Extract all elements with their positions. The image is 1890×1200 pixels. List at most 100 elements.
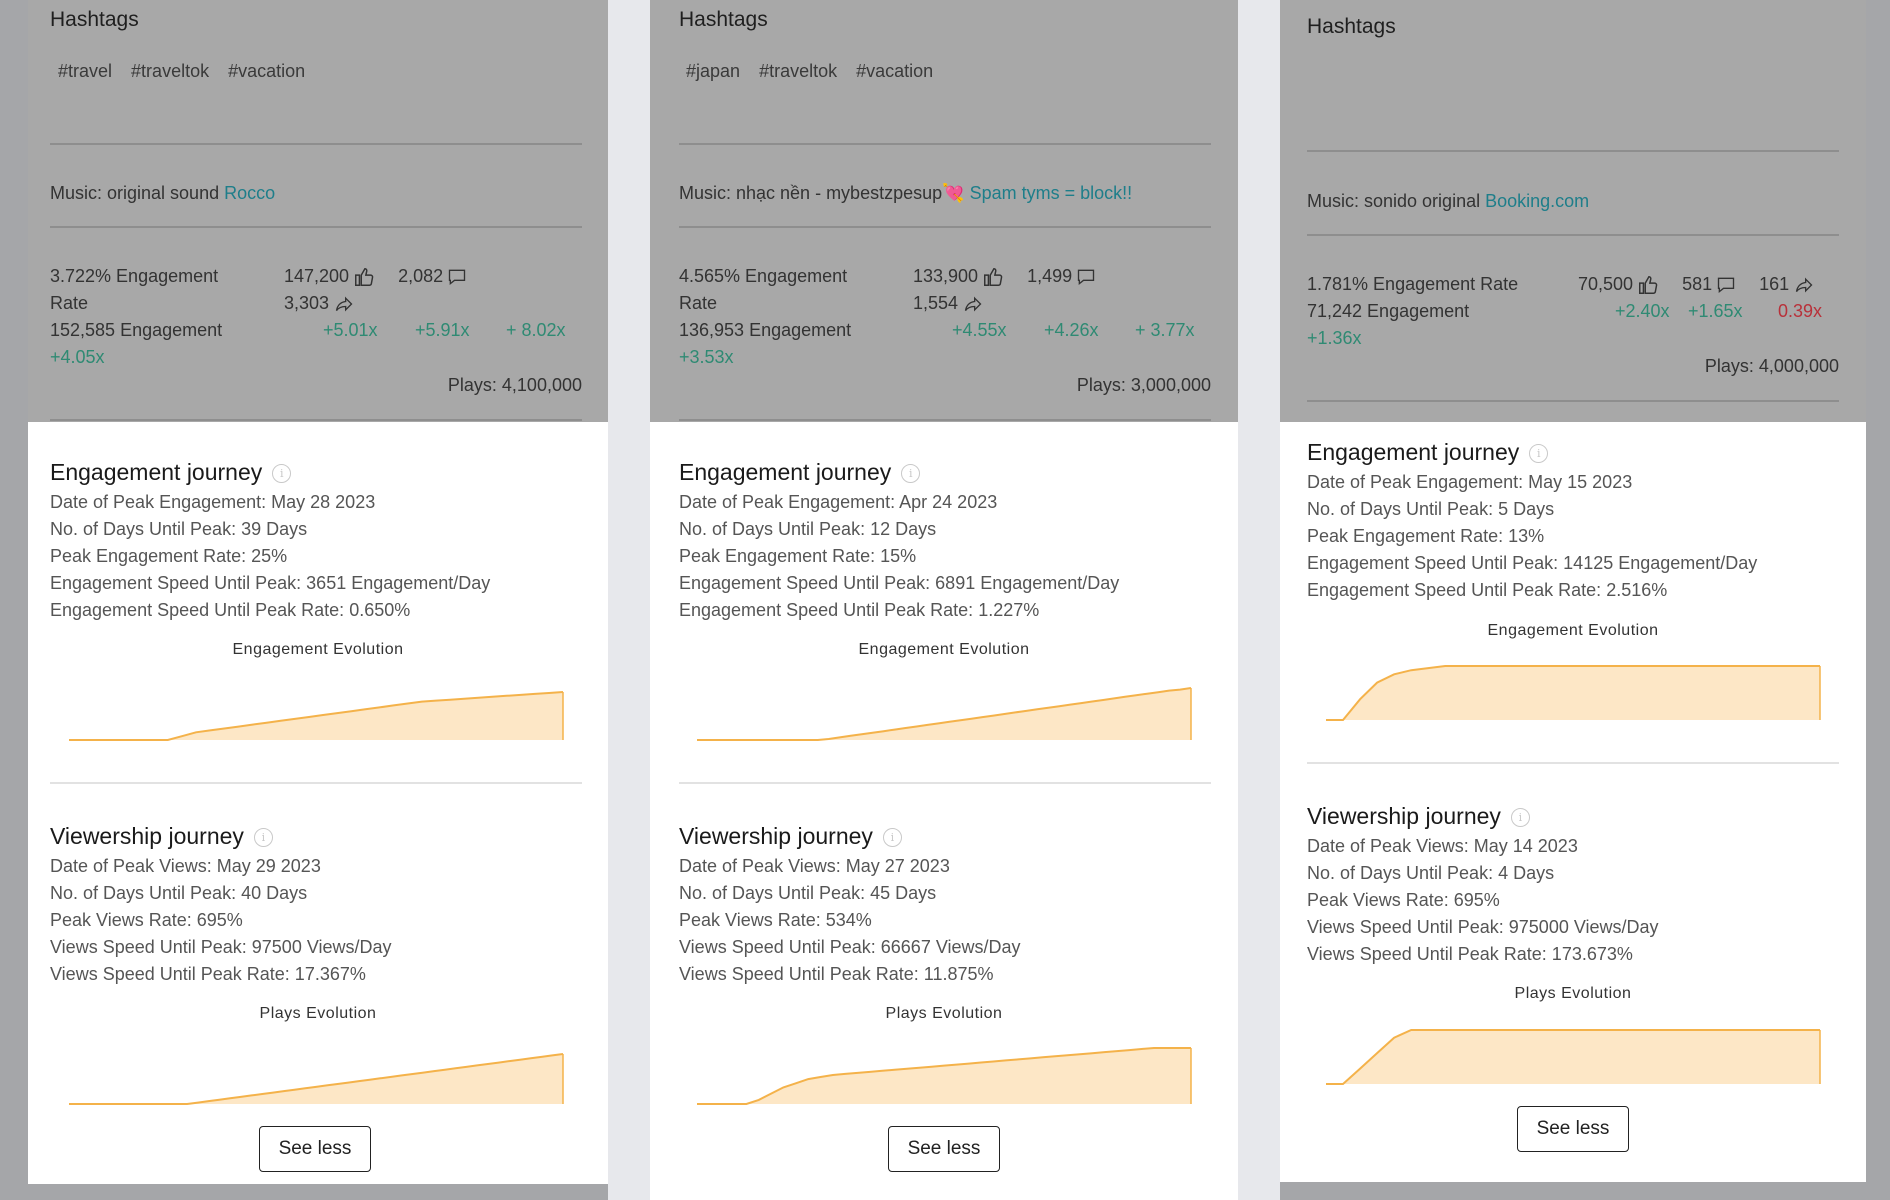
info-icon[interactable]: i	[1510, 808, 1530, 828]
hashtag-list: #japan #traveltok #vacation	[686, 61, 947, 82]
peak-engagement-date: Date of Peak Engagement: May 28 2023	[50, 492, 376, 512]
engagement-evolution-chart	[69, 691, 564, 741]
card-3: Hashtags Music: sonido original Booking.…	[1280, 0, 1866, 1200]
card-1: Hashtags #travel #traveltok #vacation Mu…	[28, 0, 608, 1200]
shares-multiplier: 0.39x	[1778, 301, 1823, 321]
engagement-speed: Engagement Speed Until Peak: 14125 Engag…	[1307, 553, 1758, 573]
engagement-speed-rate: Engagement Speed Until Peak Rate: 0.650%	[50, 600, 411, 620]
divider	[679, 419, 1211, 421]
plays-chart-title: Plays Evolution	[259, 1005, 377, 1022]
chart-area	[697, 688, 1191, 740]
music-line: Music: nhạc nền - mybestzpesup💘 Spam tym…	[679, 183, 1132, 204]
share-icon	[1796, 277, 1813, 293]
likes-count: 147,200	[284, 266, 350, 286]
viewership-journey-title: Viewership journey i	[679, 823, 902, 850]
plays-evolution-chart	[69, 1053, 564, 1105]
chart-area	[1326, 666, 1820, 720]
info-icon[interactable]: i	[1529, 444, 1549, 464]
divider	[50, 143, 582, 145]
peak-engagement-rate: Peak Engagement Rate: 25%	[50, 546, 288, 566]
hashtag[interactable]: #travel	[58, 61, 113, 81]
engagement-chart-title: Engagement Evolution	[1487, 622, 1659, 639]
engagement-speed: Engagement Speed Until Peak: 3651 Engage…	[50, 573, 491, 593]
engagement-chart-title: Engagement Evolution	[858, 641, 1030, 658]
comments-count: 2,082	[398, 266, 444, 286]
hashtag[interactable]: #vacation	[228, 61, 306, 81]
music-link[interactable]: Booking.com	[1485, 191, 1590, 211]
divider	[1307, 400, 1839, 402]
shares-multiplier: + 8.02x	[506, 320, 566, 340]
music-link[interactable]: Rocco	[224, 183, 276, 203]
divider	[50, 419, 582, 421]
share-icon	[335, 296, 353, 312]
music-prefix: Music: nhạc nền - mybestzpesup💘	[679, 183, 965, 203]
music-link[interactable]: Spam tyms = block!!	[969, 183, 1133, 203]
hashtag[interactable]: #traveltok	[131, 61, 210, 81]
engagement-multiplier: +4.05x	[50, 347, 105, 367]
plays-count: Plays: 4,000,000	[1704, 356, 1839, 376]
views-speed: Views Speed Until Peak: 975000 Views/Day	[1307, 917, 1659, 937]
plays-count: Plays: 3,000,000	[1076, 375, 1211, 395]
days-until-peak: No. of Days Until Peak: 12 Days	[679, 519, 937, 539]
engagement-evolution-chart	[1326, 665, 1821, 721]
peak-views-date: Date of Peak Views: May 14 2023	[1307, 836, 1578, 856]
see-less-button[interactable]: See less	[888, 1126, 1000, 1172]
card-2: Hashtags #japan #traveltok #vacation Mus…	[650, 0, 1238, 1200]
engagement-multiplier: +3.53x	[679, 347, 734, 367]
reaction-stats: 133,900 1,499	[913, 263, 1100, 290]
peak-engagement-date: Date of Peak Engagement: Apr 24 2023	[679, 492, 998, 512]
comments-multiplier: +4.26x	[1044, 320, 1099, 340]
chart-series-line	[69, 1053, 564, 1105]
info-icon[interactable]: i	[253, 828, 273, 848]
likes-multiplier: +5.01x	[323, 320, 378, 340]
gutter-right	[1866, 0, 1890, 1200]
divider	[679, 143, 1211, 145]
comment-icon	[1717, 277, 1735, 294]
comments-multiplier: +1.65x	[1688, 301, 1743, 321]
hashtag[interactable]: #japan	[686, 61, 741, 81]
engagement-multiplier: +1.36x	[1307, 328, 1362, 348]
see-less-button[interactable]: See less	[259, 1126, 371, 1172]
likes-multiplier: +4.55x	[952, 320, 1007, 340]
music-prefix: Music: original sound	[50, 183, 220, 203]
share-icon	[964, 296, 982, 312]
shares-multiplier: + 3.77x	[1135, 320, 1195, 340]
hashtag[interactable]: #traveltok	[759, 61, 838, 81]
reaction-stats: 70,500 581 161	[1578, 271, 1819, 298]
plays-chart-title: Plays Evolution	[885, 1005, 1003, 1022]
info-icon[interactable]: i	[882, 828, 902, 848]
chart-area	[69, 1054, 563, 1104]
music-line: Music: original sound Rocco	[50, 183, 275, 204]
see-less-button[interactable]: See less	[1517, 1106, 1629, 1152]
shares-stat: 1,554	[913, 290, 988, 317]
chart-area	[1326, 1030, 1820, 1084]
peak-views-rate: Peak Views Rate: 695%	[1307, 890, 1500, 910]
music-prefix: Music: sonido original	[1307, 191, 1481, 211]
engagement-rate: 3.722% Engagement Rate	[50, 266, 219, 313]
divider	[679, 226, 1211, 228]
music-line: Music: sonido original Booking.com	[1307, 191, 1589, 212]
engagement-speed-rate: Engagement Speed Until Peak Rate: 1.227%	[679, 600, 1040, 620]
viewership-journey-title: Viewership journey i	[1307, 803, 1530, 830]
card-1-journeys	[28, 422, 608, 1184]
days-until-peak: No. of Days Until Peak: 45 Days	[679, 883, 937, 903]
thumbs-up-icon	[984, 268, 1003, 287]
comments-count: 581	[1682, 274, 1713, 294]
hashtag[interactable]: #vacation	[856, 61, 934, 81]
engagement-count: 152,585 Engagement	[50, 320, 223, 340]
shares-count: 3,303	[284, 293, 330, 313]
engagement-chart-title: Engagement Evolution	[232, 641, 404, 658]
engagement-speed: Engagement Speed Until Peak: 6891 Engage…	[679, 573, 1120, 593]
hashtags-label: Hashtags	[50, 8, 139, 31]
engagement-evolution-chart	[697, 687, 1192, 741]
divider	[50, 226, 582, 228]
info-icon[interactable]: i	[272, 464, 292, 484]
info-icon[interactable]: i	[901, 464, 921, 484]
days-until-peak: No. of Days Until Peak: 40 Days	[50, 883, 308, 903]
viewership-journey-title: Viewership journey i	[50, 823, 273, 850]
chart-series-line	[697, 687, 1192, 741]
peak-views-date: Date of Peak Views: May 29 2023	[50, 856, 321, 876]
plays-evolution-chart	[697, 1047, 1192, 1105]
peak-engagement-rate: Peak Engagement Rate: 13%	[1307, 526, 1545, 546]
peak-views-rate: Peak Views Rate: 695%	[50, 910, 243, 930]
